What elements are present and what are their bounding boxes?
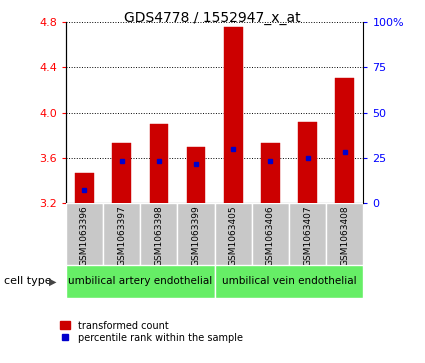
Bar (335, 78, 354, 203)
Bar (224, 28, 243, 203)
Bar (215, 265, 363, 298)
Bar (66, 203, 103, 265)
Bar (289, 203, 326, 265)
Bar (187, 147, 205, 203)
Bar (66, 265, 215, 298)
Bar (261, 143, 280, 203)
Text: umbilical artery endothelial: umbilical artery endothelial (68, 276, 212, 286)
Text: GSM1063398: GSM1063398 (154, 205, 163, 266)
Text: GSM1063407: GSM1063407 (303, 205, 312, 266)
Bar (252, 203, 289, 265)
Bar (103, 203, 140, 265)
Text: GSM1063408: GSM1063408 (340, 205, 349, 266)
Text: GSM1063399: GSM1063399 (192, 205, 201, 266)
Bar (215, 203, 252, 265)
Bar (298, 122, 317, 203)
Text: GSM1063397: GSM1063397 (117, 205, 126, 266)
Bar (326, 203, 363, 265)
Bar (112, 143, 131, 203)
Text: GSM1063405: GSM1063405 (229, 205, 238, 266)
Text: umbilical vein endothelial: umbilical vein endothelial (222, 276, 356, 286)
Text: GSM1063396: GSM1063396 (80, 205, 89, 266)
Text: GDS4778 / 1552947_x_at: GDS4778 / 1552947_x_at (124, 11, 301, 25)
Legend: transformed count, percentile rank within the sample: transformed count, percentile rank withi… (60, 321, 243, 343)
Text: cell type: cell type (4, 276, 52, 286)
Bar (140, 203, 178, 265)
Text: GSM1063406: GSM1063406 (266, 205, 275, 266)
Bar (75, 173, 94, 203)
Bar (178, 203, 215, 265)
Text: ▶: ▶ (49, 276, 57, 286)
Bar (150, 124, 168, 203)
